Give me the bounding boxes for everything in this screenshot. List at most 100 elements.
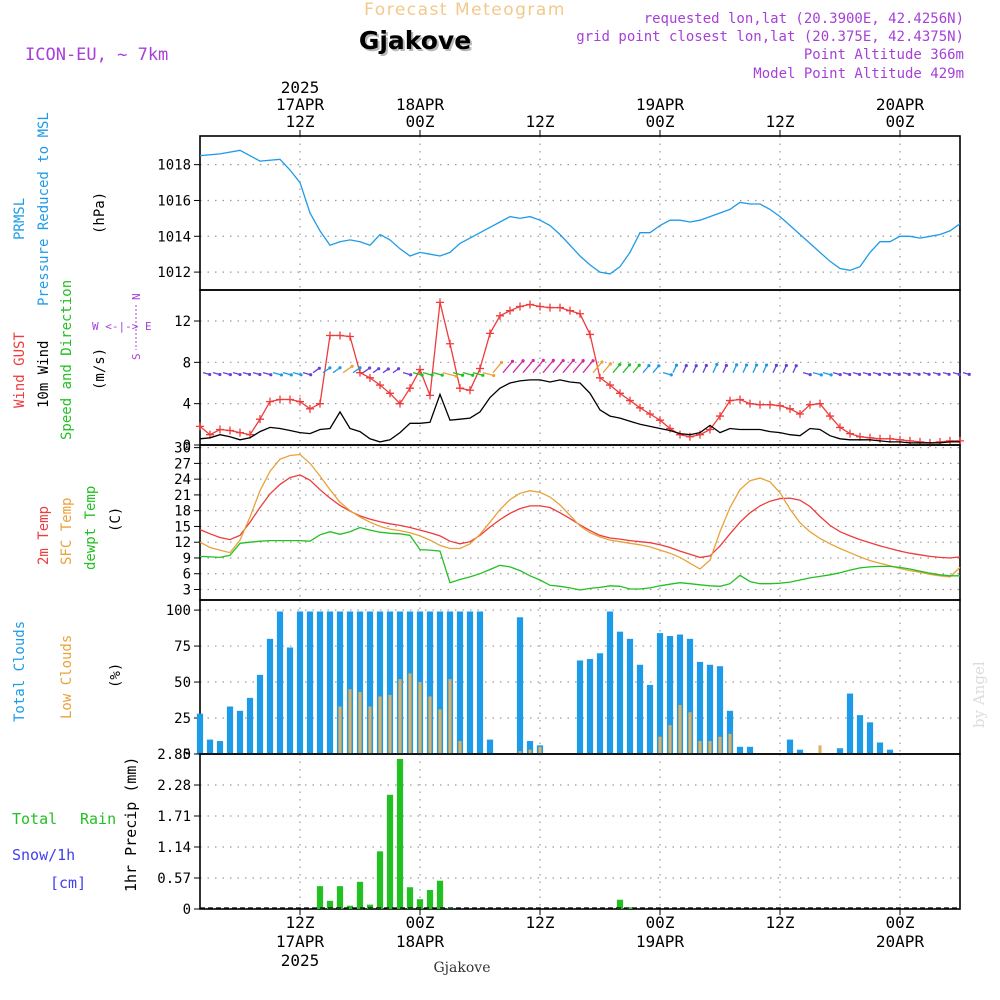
- total-cloud-bar: [486, 739, 494, 754]
- wind-arrow-head: [328, 366, 332, 370]
- gust-marker: [296, 397, 304, 406]
- gust-marker: [356, 368, 364, 377]
- y-tick-label: 0.57: [157, 871, 191, 887]
- gust-marker: [726, 396, 734, 405]
- total-cloud-bar: [686, 638, 694, 754]
- gust-marker: [736, 395, 744, 404]
- wind-arrow-head: [744, 363, 749, 367]
- wind-arrow-head: [218, 372, 222, 377]
- wind-arrow-head: [877, 372, 882, 377]
- gust-marker: [466, 386, 474, 395]
- requested-coords: requested lon,lat (20.3900E, 42.4256N): [644, 11, 964, 27]
- gust-marker: [396, 399, 404, 408]
- total-cloud-bar: [426, 611, 434, 754]
- gust-marker: [646, 410, 654, 418]
- y-tick-label: 21: [174, 488, 191, 504]
- low-cloud-bar: [528, 749, 532, 754]
- low-clouds-label: Low Clouds: [59, 635, 75, 719]
- wind-arrow-head: [258, 372, 262, 377]
- top-axis-hour: 00Z: [886, 112, 915, 131]
- total-cloud-bar: [656, 633, 664, 754]
- y-tick-label: 1.14: [157, 840, 191, 856]
- gust-marker: [596, 373, 604, 382]
- wind-arrow-head: [420, 373, 424, 377]
- rain-bar: [616, 899, 624, 909]
- low-cloud-bar: [458, 741, 462, 754]
- wind-arrow-head: [684, 364, 688, 368]
- wind-arrow-head: [627, 363, 632, 367]
- total-cloud-bar: [626, 638, 634, 754]
- top-axis-year: 2025: [281, 78, 320, 97]
- wind-arrow-head: [897, 372, 901, 376]
- total-cloud-bar: [746, 746, 754, 754]
- gust-marker: [226, 426, 234, 435]
- wind-arrow-head: [600, 360, 604, 364]
- wind-arrow: [552, 360, 564, 374]
- total-cloud-bar: [856, 715, 864, 754]
- gust-marker: [316, 399, 324, 408]
- precip-labels: Total Rain Snow/1h [cm] 1hr Precip (mm): [12, 757, 140, 892]
- wind-arrow-head: [377, 367, 381, 371]
- wind10-line: [199, 379, 960, 444]
- rain-bar: [336, 886, 344, 909]
- wind-arrow: [542, 359, 554, 374]
- gust-marker: [796, 410, 804, 418]
- y-tick-label: 3: [183, 582, 191, 598]
- pressure-line: [199, 149, 961, 275]
- wind-arrow-head: [350, 364, 354, 368]
- y-tick-label: 1012: [157, 265, 191, 281]
- wind-arrow-head: [754, 363, 759, 367]
- y-tick-label: 8: [183, 355, 191, 371]
- wind-arrow: [632, 364, 640, 374]
- gust-marker: [196, 422, 204, 431]
- gust-marker: [776, 401, 784, 410]
- total-cloud-bar: [296, 611, 304, 754]
- gust-marker: [276, 395, 284, 404]
- total-cloud-bar: [436, 611, 444, 754]
- panel-frame: [199, 135, 961, 291]
- temp-labels: 2m Temp SFC Temp dewpt Temp (C): [36, 486, 124, 570]
- y-tick-label: 9: [183, 551, 191, 567]
- low-cloud-bar: [518, 751, 522, 754]
- gust-marker: [836, 423, 844, 432]
- total-cloud-bar: [236, 710, 244, 754]
- wind-arrow-head: [887, 372, 892, 376]
- total-cloud-bar: [196, 713, 204, 754]
- total-cloud-bar: [736, 746, 744, 754]
- cloud-labels: Total Clouds Low Clouds (%): [12, 621, 124, 722]
- gust-marker: [256, 415, 264, 424]
- total-cloud-bar: [516, 617, 524, 754]
- wind-arrow-head: [857, 372, 862, 377]
- low-cloud-bar: [408, 673, 412, 754]
- wind-arrow-head: [460, 373, 465, 377]
- wind-arrow-head: [764, 363, 769, 367]
- total-cloud-bar: [336, 611, 344, 754]
- wind-arrow-head: [571, 358, 575, 362]
- y-tick-label: 75: [174, 639, 191, 655]
- total-cloud-bar: [866, 722, 874, 754]
- low-cloud-bar: [688, 712, 692, 754]
- wind-arrow-head: [561, 358, 565, 363]
- wind-arrow-head: [208, 372, 212, 377]
- total-cloud-bar: [466, 611, 474, 754]
- total-cloud-bar: [636, 664, 644, 754]
- wind-arrow: [582, 360, 594, 374]
- pressure-label: Pressure Reduced to MSL: [36, 112, 52, 306]
- gust-marker: [756, 400, 764, 409]
- gust-marker: [346, 332, 354, 341]
- pressure-unit: (hPa): [92, 192, 108, 234]
- wind-arrow-head: [774, 363, 779, 367]
- bottom-location: Gjakove: [434, 960, 491, 976]
- gust-marker: [286, 395, 294, 404]
- wind-arrow-head: [338, 366, 342, 370]
- gust-marker: [476, 364, 484, 373]
- bottom-axis-year: 2025: [281, 951, 320, 970]
- wind-arrow-head: [704, 363, 708, 368]
- bottom-axis-hour: 12Z: [526, 913, 555, 932]
- rain-bar: [356, 881, 364, 909]
- total-cloud-bar: [876, 742, 884, 754]
- y-tick-label: 25: [174, 711, 191, 727]
- rain-bar: [436, 880, 444, 909]
- total-cloud-bar: [216, 741, 224, 754]
- gust-marker: [516, 302, 524, 311]
